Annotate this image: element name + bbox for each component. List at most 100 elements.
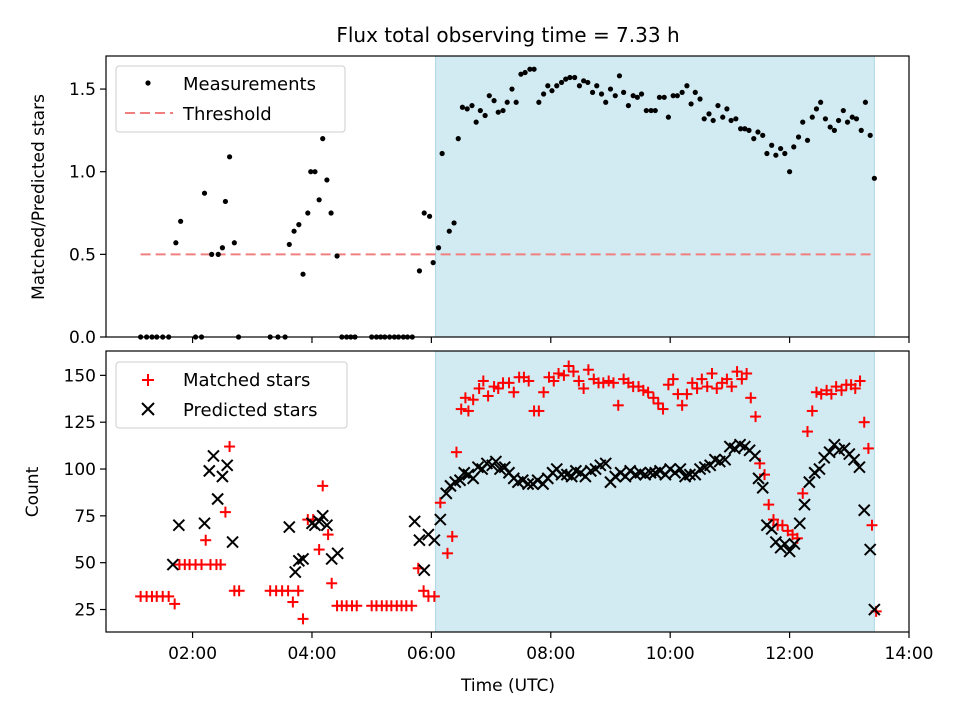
bottom-panel: 25 50 75 100 125 150 02:00 04:00 06:00 08:00 10:0… (23, 350, 934, 696)
measurement-point (733, 116, 739, 122)
measurement-point (840, 107, 846, 114)
measurement-point (435, 245, 442, 251)
matched-star-point (603, 375, 615, 387)
x-tick-label: 10:00 (646, 644, 695, 664)
matched-star-point (287, 596, 299, 608)
predicted-star-point (440, 487, 453, 500)
measurement-point (324, 177, 330, 183)
measurement-point (500, 107, 506, 114)
bottom-x-ticks: 02:00 04:00 06:00 08:00 10:00 12:00 14:00 (168, 632, 934, 664)
measurement-point (867, 132, 873, 138)
matched-stars-points (135, 360, 882, 625)
measurement-point (738, 126, 744, 132)
measurement-point (513, 99, 519, 105)
matched-star-point (681, 388, 693, 400)
measurement-point (800, 119, 806, 125)
matched-star-point (459, 392, 471, 404)
matched-star-point (597, 377, 609, 389)
predicted-star-point (320, 519, 334, 532)
measurement-point (518, 71, 524, 77)
measurement-point (459, 104, 466, 110)
predicted-star-point (718, 453, 732, 466)
measurement-point (178, 218, 184, 224)
matched-star-point (548, 375, 560, 387)
predicted-star-point (803, 475, 816, 489)
predicted-star-point (428, 533, 441, 547)
measurement-point (320, 136, 326, 142)
matched-star-point (652, 397, 664, 409)
matched-star-point (200, 534, 212, 546)
matched-star-point (553, 367, 565, 379)
y-tick-label: 1.0 (69, 163, 96, 183)
matched-star-point (767, 514, 779, 526)
measurement-points (138, 66, 877, 340)
measurement-point (701, 116, 707, 122)
matched-star-point (462, 405, 474, 417)
measurement-point (215, 251, 221, 257)
measurement-point (286, 241, 292, 248)
measurement-point (697, 96, 703, 102)
measurement-point (527, 66, 533, 72)
measurement-point (482, 112, 488, 119)
top-panel: 0.0 0.5 1.0 1.5 Matched/Predicted stars Mea… (29, 55, 910, 348)
x-tick-label: 06:00 (407, 644, 456, 664)
measurement-point (782, 150, 788, 157)
y-tick-label: 0.0 (69, 328, 96, 348)
matched-star-point (866, 519, 878, 531)
matched-star-point (776, 519, 788, 531)
bottom-legend-box (115, 361, 348, 429)
measurement-point (862, 99, 869, 105)
top-axes-frame (105, 55, 910, 338)
matched-star-point (862, 442, 874, 454)
measurement-point (549, 88, 555, 94)
predicted-star-point (623, 464, 637, 478)
top-shaded-region (435, 55, 875, 338)
measurement-point (328, 210, 334, 216)
measurement-point (710, 117, 716, 124)
predicted-star-point (220, 459, 234, 472)
matched-star-point (759, 469, 771, 481)
matched-star-point (215, 559, 227, 571)
measurement-point (706, 111, 712, 117)
matched-star-point (858, 416, 870, 428)
matched-star-point (745, 392, 757, 404)
top-legend-box (115, 65, 346, 133)
measurement-point (536, 99, 542, 105)
matched-star-point (533, 405, 545, 417)
matched-star-point (701, 381, 713, 393)
matched-star-point (219, 506, 231, 518)
x-tick-label: 02:00 (168, 644, 217, 664)
measurement-point (742, 126, 748, 132)
measurement-point (451, 220, 457, 226)
measurement-point (656, 94, 663, 100)
predicted-star-point (555, 468, 568, 481)
measurement-point (416, 268, 423, 274)
measurement-point (585, 79, 591, 86)
matched-star-point (726, 381, 738, 393)
measurement-point (715, 102, 721, 109)
measurement-point (724, 106, 730, 112)
measurement-point (173, 240, 179, 246)
measurement-point (822, 116, 829, 122)
measurement-point (581, 78, 587, 84)
predicted-star-point (283, 520, 296, 534)
matched-star-point (482, 390, 494, 402)
measurement-point (755, 129, 761, 135)
matched-star-point (233, 585, 245, 597)
matched-star-point (163, 590, 175, 602)
measurement-point (791, 144, 797, 150)
matched-star-point (731, 366, 743, 378)
matched-star-point (582, 364, 594, 376)
predicted-star-point (599, 457, 612, 470)
predicted-star-point (413, 533, 426, 547)
predicted-star-point (728, 442, 741, 455)
measurement-point (312, 169, 318, 175)
predicted-star-point (778, 537, 792, 551)
predicted-star-point (521, 477, 535, 491)
matched-star-point (607, 377, 619, 389)
matched-star-point (313, 544, 325, 556)
y-tick-label: 1.5 (69, 80, 96, 100)
measurement-point (209, 251, 215, 257)
measurement-point (679, 89, 685, 95)
measurement-point (648, 107, 654, 114)
